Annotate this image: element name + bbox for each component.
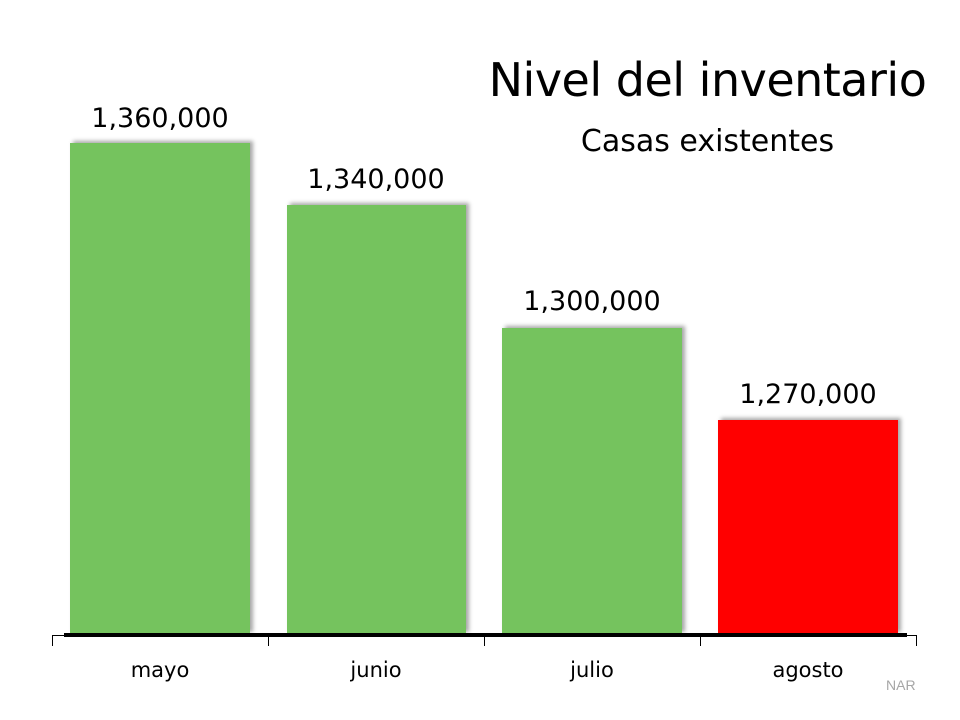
bar-value-label: 1,270,000 xyxy=(739,379,877,410)
bar-junio xyxy=(287,205,466,634)
bar-julio xyxy=(502,328,682,634)
bar-agosto xyxy=(718,420,898,634)
source-label: NAR xyxy=(886,677,916,693)
x-axis-tick xyxy=(268,635,269,646)
x-axis-tick xyxy=(52,635,53,646)
x-axis-tick xyxy=(700,635,701,646)
x-axis-category-label: mayo xyxy=(130,658,190,682)
baseline xyxy=(64,633,907,637)
x-axis-category-label: julio xyxy=(570,658,614,682)
bar-value-label: 1,300,000 xyxy=(523,286,661,317)
x-axis-tick xyxy=(916,635,917,646)
x-axis-tick xyxy=(484,635,485,646)
x-axis-category-label: agosto xyxy=(772,658,844,682)
chart-title: Nivel del inventario xyxy=(488,53,927,107)
bar-mayo xyxy=(70,143,250,634)
chart-subtitle: Casas existentes xyxy=(580,124,835,159)
bar-value-label: 1,360,000 xyxy=(91,103,229,134)
x-axis-category-label: junio xyxy=(350,658,402,682)
bar-value-label: 1,340,000 xyxy=(307,164,445,195)
